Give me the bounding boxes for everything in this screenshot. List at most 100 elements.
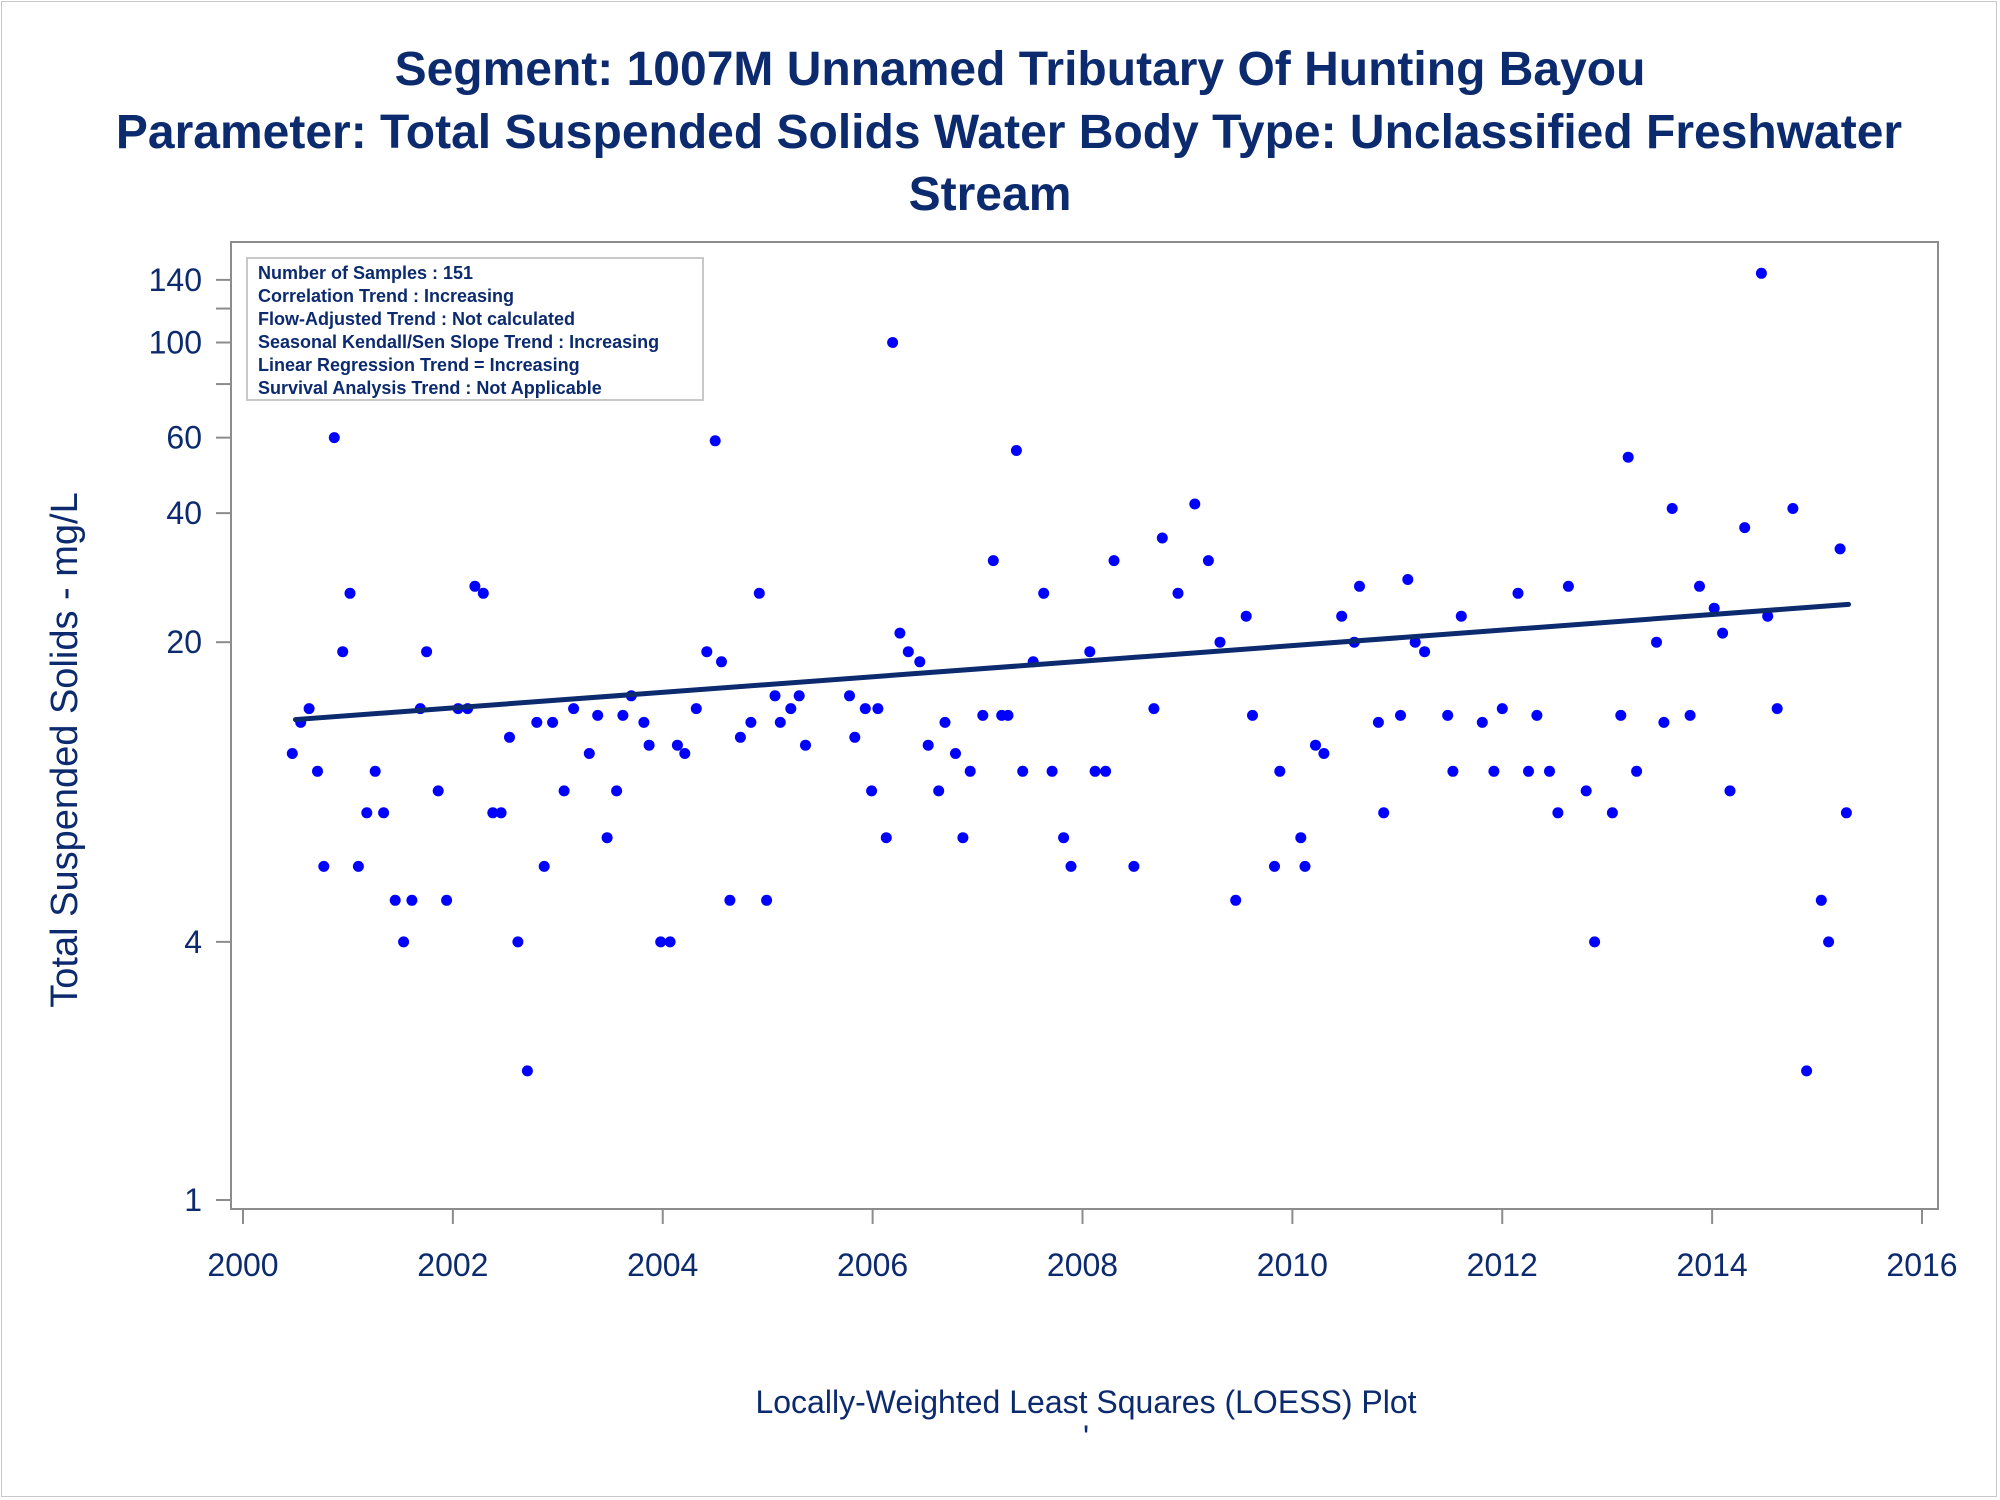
data-point	[1815, 894, 1827, 906]
data-point	[328, 432, 340, 444]
data-point	[352, 860, 364, 872]
data-point	[337, 646, 349, 658]
data-point	[1354, 580, 1365, 592]
data-point	[950, 748, 961, 759]
title-line-2: Parameter: Total Suspended Solids Water …	[116, 106, 1902, 159]
data-point	[1622, 451, 1634, 463]
data-point	[1512, 587, 1524, 599]
data-point	[1658, 716, 1670, 728]
data-point	[894, 627, 906, 639]
data-point	[1615, 709, 1627, 721]
data-point	[303, 703, 315, 715]
plot-area	[230, 241, 1939, 1210]
data-point	[1476, 716, 1488, 728]
data-point	[1046, 765, 1058, 777]
loess-trend-line	[292, 601, 1852, 723]
data-point	[592, 709, 604, 721]
footer-mark: '	[1083, 1419, 1089, 1455]
data-point	[939, 716, 951, 728]
data-point	[1442, 709, 1454, 721]
data-point	[655, 936, 667, 948]
x-tick-label: 2014	[1677, 1247, 1748, 1283]
data-point	[1544, 765, 1555, 777]
data-point	[977, 709, 989, 721]
data-point	[611, 785, 623, 797]
data-point	[504, 731, 515, 743]
data-point	[344, 587, 356, 599]
data-point	[1708, 602, 1720, 614]
data-point	[1128, 860, 1140, 872]
data-point	[638, 716, 650, 728]
x-tick-label: 2008	[1047, 1247, 1118, 1283]
data-point	[664, 936, 676, 948]
data-point	[495, 807, 507, 819]
data-point	[512, 936, 524, 948]
data-point	[849, 731, 861, 743]
data-point	[1651, 636, 1662, 648]
title-line-1: Segment: 1007M Unnamed Tributary Of Hunt…	[395, 43, 1646, 96]
data-point	[785, 703, 797, 715]
data-point	[389, 894, 401, 906]
data-point	[1038, 587, 1050, 599]
data-point	[1488, 765, 1500, 777]
data-point	[866, 785, 878, 797]
data-point	[690, 703, 702, 715]
x-tick-label: 2006	[837, 1247, 908, 1283]
data-point	[1318, 748, 1330, 759]
data-point	[1419, 646, 1431, 658]
data-point	[361, 807, 373, 819]
data-point	[378, 807, 390, 819]
data-point	[1378, 807, 1390, 819]
data-point	[1724, 785, 1736, 797]
data-point	[398, 936, 410, 948]
data-point	[1694, 580, 1705, 592]
annotation-line: Survival Analysis Trend : Not Applicable	[258, 378, 602, 398]
data-point	[1739, 522, 1751, 534]
data-point	[716, 656, 727, 668]
data-point	[709, 435, 721, 447]
data-point	[1336, 610, 1348, 622]
annotation-line: Linear Regression Trend = Increasing	[258, 355, 580, 375]
data-point	[1684, 709, 1696, 721]
data-point	[1523, 765, 1534, 777]
data-point	[1172, 587, 1184, 599]
data-point	[441, 894, 453, 906]
y-axis-label: Total Suspended Solids - mg/L	[44, 492, 86, 1007]
data-point	[1065, 860, 1077, 872]
data-point	[1148, 703, 1160, 715]
data-point	[469, 580, 481, 592]
y-tick-label: 40	[166, 495, 202, 531]
data-point	[1531, 709, 1543, 721]
data-point	[1762, 610, 1774, 622]
data-point	[1787, 503, 1799, 514]
data-point	[1455, 610, 1467, 622]
data-point	[1274, 765, 1286, 777]
y-axis: 1 4 20 40 60 100 140	[149, 262, 231, 1218]
data-point	[1840, 807, 1852, 819]
data-point	[753, 587, 765, 599]
data-point	[558, 785, 570, 797]
data-point	[769, 690, 781, 702]
data-point	[800, 739, 811, 751]
y-tick-label: 1	[184, 1182, 202, 1218]
data-point	[1823, 936, 1835, 948]
footer-caption: Locally-Weighted Least Squares (LOESS) P…	[755, 1384, 1416, 1420]
data-point	[957, 832, 969, 844]
x-tick-label: 2016	[1886, 1247, 1957, 1283]
data-point	[617, 709, 629, 721]
y-tick-label: 60	[166, 420, 202, 456]
data-point	[1202, 555, 1214, 567]
data-point	[1771, 703, 1783, 715]
data-point	[1447, 765, 1459, 777]
x-tick-label: 2012	[1467, 1247, 1538, 1283]
data-point	[406, 894, 418, 906]
data-point	[1372, 716, 1384, 728]
data-point	[1269, 860, 1280, 872]
data-point	[914, 656, 926, 668]
annotation-line: Seasonal Kendall/Sen Slope Trend : Incre…	[258, 332, 659, 352]
x-tick-label: 2010	[1257, 1247, 1328, 1283]
data-point	[922, 739, 934, 751]
data-point	[1156, 532, 1168, 544]
data-point	[583, 748, 595, 759]
